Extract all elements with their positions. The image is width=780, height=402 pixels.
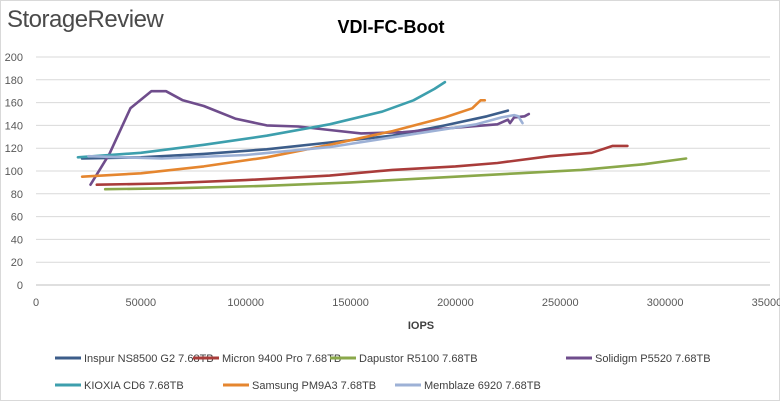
y-tick-label: 160: [5, 98, 23, 110]
series-line: [76, 80, 447, 159]
legend-label: Inspur NS8500 G2 7.68TB: [84, 353, 214, 365]
y-tick-label: 200: [5, 52, 23, 64]
series-line: [80, 109, 510, 160]
legend-label: KIOXIA CD6 7.68TB: [84, 380, 184, 392]
x-axis-ticks: 0 50000 100000 150000 200000 250000 300000 3500…: [33, 297, 780, 309]
y-tick-label: 20: [11, 257, 23, 269]
y-tick-label: 120: [5, 143, 23, 155]
chart-title: VDI-FC-Boot: [337, 17, 445, 37]
x-tick-label: 100000: [227, 297, 264, 309]
legend: Inspur NS8500 G2 7.68TB Micron 9400 Pro 7…: [55, 353, 711, 392]
legend-label: Micron 9400 Pro 7.68TB: [222, 353, 341, 365]
y-tick-label: 80: [11, 189, 23, 201]
series-lines: [76, 80, 688, 191]
x-tick-label: 250000: [542, 297, 579, 309]
series-line: [103, 157, 688, 191]
y-tick-label: 140: [5, 120, 23, 132]
series-line: [80, 99, 487, 178]
y-tick-label: 100: [5, 166, 23, 178]
y-tick-label: 180: [5, 75, 23, 87]
y-axis-ticks: 0 20 40 60 80 100 120 140 160 180 200: [5, 52, 23, 292]
legend-label: Solidigm P5520 7.68TB: [595, 353, 711, 365]
y-tick-label: 0: [17, 280, 23, 292]
y-tick-label: 60: [11, 212, 23, 224]
x-tick-label: 150000: [332, 297, 369, 309]
x-tick-label: 0: [33, 297, 39, 309]
x-tick-label: 50000: [126, 297, 157, 309]
x-axis-label: IOPS: [408, 320, 434, 332]
legend-label: Memblaze 6920 7.68TB: [424, 380, 541, 392]
x-tick-label: 200000: [437, 297, 474, 309]
gridlines: [36, 56, 770, 286]
series-line: [95, 144, 629, 186]
legend-label: Dapustor R5100 7.68TB: [359, 353, 478, 365]
legend-label: Samsung PM9A3 7.68TB: [252, 380, 376, 392]
storagereview-logo: StorageReview: [7, 6, 164, 33]
x-tick-label: 300000: [647, 297, 684, 309]
series-line: [87, 113, 524, 160]
y-tick-label: 40: [11, 234, 23, 246]
x-tick-label: 350000: [752, 297, 780, 309]
